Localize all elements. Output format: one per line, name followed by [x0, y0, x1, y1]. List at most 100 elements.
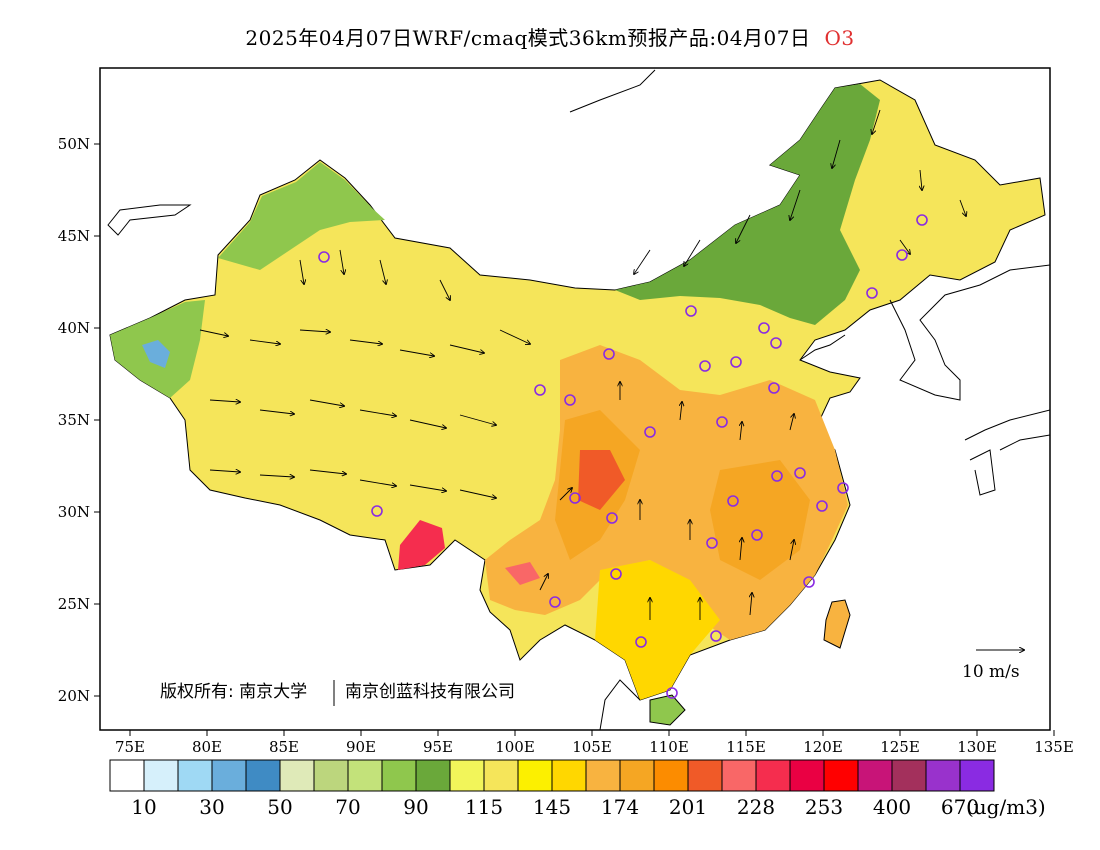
- legend-swatch: [483, 759, 519, 792]
- wind-arrow: [634, 249, 651, 274]
- station-marker: [771, 470, 783, 482]
- wind-arrow: [740, 422, 742, 441]
- legend-swatch: [959, 759, 995, 792]
- lon-label: 105E: [572, 738, 612, 756]
- lon-label: 90E: [346, 738, 376, 756]
- station-marker: [768, 382, 780, 394]
- wind-arrow: [459, 489, 496, 498]
- wind-arrow: [789, 540, 794, 561]
- legend-swatch: [619, 759, 655, 792]
- legend-swatch: [109, 759, 145, 792]
- title-main: 2025年04月07日WRF/cmaq模式36km预报产品:04月07日: [245, 26, 811, 50]
- legend-label: 253: [805, 795, 843, 819]
- legend-swatch: [449, 759, 485, 792]
- wind-arrow: [684, 239, 701, 266]
- lat-label: 40N: [58, 319, 90, 337]
- station-marker: [371, 505, 383, 517]
- legend-label: 115: [465, 795, 503, 819]
- station-marker: [549, 596, 561, 608]
- latitude-axis: 50N 45N 40N 35N 30N 25N 20N: [58, 135, 100, 705]
- legend-swatch: [415, 759, 451, 792]
- wind-arrow: [299, 330, 330, 332]
- region-red-sichuan: [578, 450, 625, 510]
- legend-swatch: [721, 759, 757, 792]
- station-markers: [318, 214, 928, 699]
- coastline-korea: [889, 264, 1050, 401]
- legend-swatch: [381, 759, 417, 792]
- station-marker: [699, 360, 711, 372]
- lon-label: 135E: [1034, 738, 1074, 756]
- wind-arrow: [750, 593, 752, 616]
- legend-swatch: [279, 759, 315, 792]
- legend-swatch: [551, 759, 587, 792]
- map-area: 10 m/s 版权所有: 南京大学 南京创蓝科技有限公司: [107, 69, 1050, 730]
- wind-arrow: [309, 399, 344, 406]
- legend-swatch: [925, 759, 961, 792]
- legend-swatch: [245, 759, 281, 792]
- wind-arrow: [349, 339, 382, 344]
- coastline-vietnam: [599, 679, 641, 730]
- region-orange-east: [710, 460, 810, 580]
- lat-label: 50N: [58, 135, 90, 153]
- station-marker: [569, 492, 581, 504]
- wind-arrow: [249, 339, 280, 344]
- lon-label: 115E: [726, 738, 766, 756]
- region-yellow-south: [595, 560, 720, 700]
- lat-label: 30N: [58, 503, 90, 521]
- lon-label: 85E: [269, 738, 299, 756]
- station-marker: [751, 529, 763, 541]
- region-hotspot-tibet: [398, 520, 445, 570]
- station-marker: [727, 495, 739, 507]
- legend-swatch: [755, 759, 791, 792]
- station-marker: [603, 348, 615, 360]
- legend-swatch: [177, 759, 213, 792]
- coastline-bohai: [799, 334, 846, 361]
- lon-label: 100E: [495, 738, 535, 756]
- station-marker: [706, 537, 718, 549]
- copyright-left: 版权所有: 南京大学: [160, 682, 307, 702]
- wind-arrow: [872, 109, 881, 134]
- region-blue-lake: [142, 340, 170, 368]
- wind-arrow: [209, 470, 240, 472]
- wind-arrow: [409, 484, 446, 491]
- station-marker: [716, 416, 728, 428]
- coastline-sakhalin: [569, 69, 656, 113]
- station-marker: [803, 576, 815, 588]
- wind-arrow: [736, 214, 751, 243]
- legend-swatch: [857, 759, 893, 792]
- wind-arrow: [309, 469, 346, 474]
- legend-swatch: [891, 759, 927, 792]
- legend-swatch: [653, 759, 689, 792]
- taiwan-island: [823, 599, 851, 649]
- wind-arrow: [790, 189, 801, 220]
- map-title: 2025年04月07日WRF/cmaq模式36km预报产品:04月07日 O3: [0, 22, 1100, 51]
- legend-unit: (ug/m3): [966, 795, 1046, 819]
- coastline-japan: [964, 409, 1050, 496]
- lat-label: 45N: [58, 227, 90, 245]
- station-marker: [685, 305, 697, 317]
- station-marker: [710, 630, 722, 642]
- legend-label: 174: [601, 795, 639, 819]
- station-marker: [866, 287, 878, 299]
- copyright-right: 南京创蓝科技有限公司: [345, 682, 515, 702]
- legend-swatch: [313, 759, 349, 792]
- station-marker: [837, 482, 849, 494]
- wind-arrow: [409, 419, 446, 428]
- wind-arrow: [339, 249, 344, 274]
- wind-arrow: [499, 329, 530, 344]
- title-species: O3: [824, 26, 855, 50]
- lon-label: 75E: [115, 738, 145, 756]
- legend-swatch: [211, 759, 247, 792]
- lon-label: 125E: [880, 738, 920, 756]
- lat-label: 25N: [58, 595, 90, 613]
- station-marker: [730, 356, 742, 368]
- station-marker: [816, 500, 828, 512]
- lon-label: 110E: [649, 738, 689, 756]
- legend-swatch: [687, 759, 723, 792]
- station-marker: [610, 568, 622, 580]
- wind-arrow: [899, 239, 910, 254]
- legend-swatch: [585, 759, 621, 792]
- wind-arrow: [379, 259, 386, 284]
- legend-label: 70: [335, 795, 360, 819]
- station-marker: [896, 249, 908, 261]
